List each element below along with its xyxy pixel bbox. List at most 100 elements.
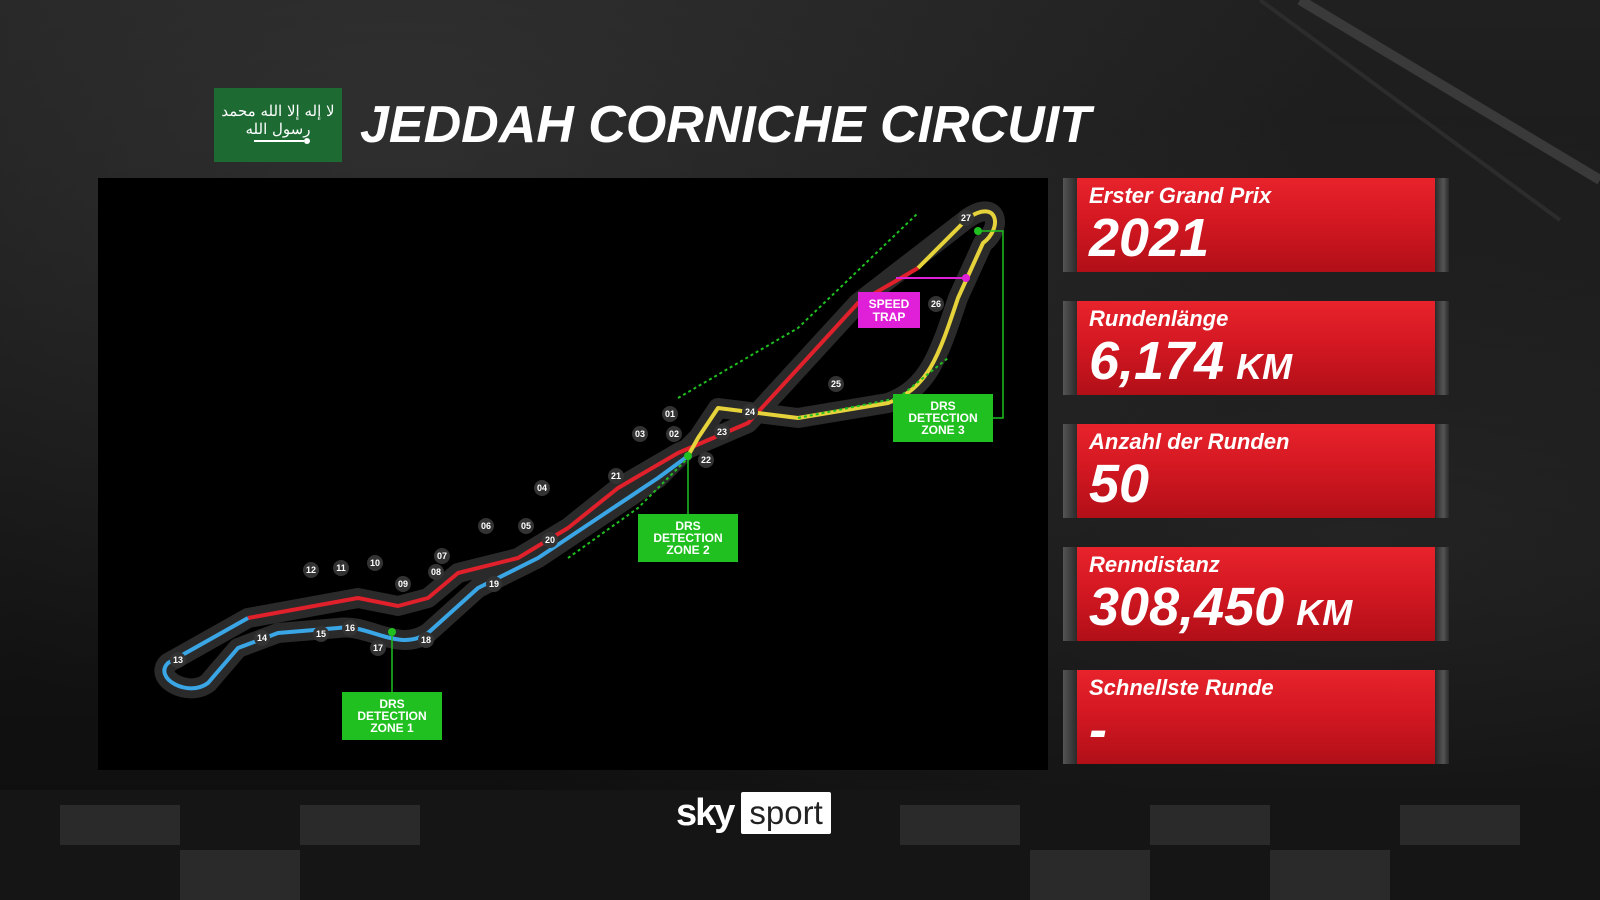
stat-label: Schnellste Runde: [1089, 675, 1274, 700]
logo-sky-text: sky: [676, 791, 735, 834]
turn-03: 03: [632, 426, 648, 442]
turn-13: 13: [170, 652, 186, 668]
svg-text:16: 16: [345, 623, 355, 633]
svg-text:DRS: DRS: [675, 519, 700, 533]
turn-07: 07: [434, 548, 450, 564]
stat-card-lap-length: Rundenlänge 6,174 KM: [1063, 301, 1449, 395]
circuit-map: 01 02 03 04 05 06 07 08 09 10 11 12 13 1…: [154, 201, 1005, 740]
drs-detection-zone-1-label: DRS DETECTION ZONE 1: [342, 692, 442, 740]
turn-01: 01: [662, 406, 678, 422]
svg-text:27: 27: [961, 213, 971, 223]
stat-value: 308,450 KM: [1089, 577, 1353, 637]
drs-zone-straight: [677, 212, 919, 399]
svg-text:ZONE 2: ZONE 2: [666, 543, 710, 557]
svg-text:26: 26: [931, 299, 941, 309]
turn-09: 09: [395, 576, 411, 592]
svg-text:TRAP: TRAP: [873, 310, 906, 324]
svg-text:22: 22: [701, 455, 711, 465]
turn-23: 23: [714, 424, 730, 440]
flag-shahada-text: لا إله إلا الله محمد رسول الله: [221, 102, 335, 138]
svg-text:15: 15: [316, 629, 326, 639]
svg-text:12: 12: [306, 565, 316, 575]
stat-unit: KM: [1236, 346, 1293, 387]
turn-02: 02: [666, 426, 682, 442]
turn-25: 25: [828, 376, 844, 392]
page-title: JEDDAH CORNICHE CIRCUIT: [360, 96, 1091, 154]
drs-detection-zone-2-label: DRS DETECTION ZONE 2: [638, 514, 738, 562]
stat-label: Renndistanz: [1089, 552, 1220, 577]
turn-26: 26: [928, 296, 944, 312]
circuit-map-panel: 01 02 03 04 05 06 07 08 09 10 11 12 13 1…: [98, 178, 1048, 770]
turn-15: 15: [313, 626, 329, 642]
svg-text:13: 13: [173, 655, 183, 665]
stat-label: Rundenlänge: [1089, 306, 1229, 331]
svg-text:18: 18: [421, 635, 431, 645]
track-outline: [154, 201, 1005, 699]
stat-value: 2021: [1089, 208, 1210, 268]
svg-text:DETECTION: DETECTION: [357, 709, 426, 723]
turn-21: 21: [608, 468, 624, 484]
sector-3-line: [686, 209, 997, 457]
stat-card-first-grand-prix: Erster Grand Prix 2021: [1063, 178, 1449, 272]
turn-14: 14: [254, 630, 270, 646]
stat-card-number-of-laps: Anzahl der Runden 50: [1063, 424, 1449, 518]
svg-text:SPEED: SPEED: [869, 297, 910, 311]
svg-text:25: 25: [831, 379, 841, 389]
svg-text:09: 09: [398, 579, 408, 589]
stat-value: 50: [1089, 454, 1150, 514]
svg-text:DETECTION: DETECTION: [653, 531, 722, 545]
turn-06: 06: [478, 518, 494, 534]
svg-text:DRS: DRS: [930, 399, 955, 413]
svg-text:14: 14: [257, 633, 267, 643]
svg-text:DRS: DRS: [379, 697, 404, 711]
svg-text:08: 08: [431, 567, 441, 577]
svg-text:03: 03: [635, 429, 645, 439]
turn-20: 20: [542, 532, 558, 548]
turn-10: 10: [367, 555, 383, 571]
turn-12: 12: [303, 562, 319, 578]
svg-text:01: 01: [665, 409, 675, 419]
flag-sword: [254, 138, 310, 144]
header: لا إله إلا الله محمد رسول الله JEDDAH CO…: [214, 88, 1091, 162]
svg-text:07: 07: [437, 551, 447, 561]
svg-text:23: 23: [717, 427, 727, 437]
turn-markers: 01 02 03 04 05 06 07 08 09 10 11 12 13 1…: [170, 210, 974, 668]
turn-05: 05: [518, 518, 534, 534]
stat-label: Anzahl der Runden: [1089, 429, 1290, 454]
turn-22: 22: [698, 452, 714, 468]
turn-19: 19: [486, 576, 502, 592]
svg-text:24: 24: [745, 407, 755, 417]
drs-detection-zone-3-label: DRS DETECTION ZONE 3: [893, 394, 993, 442]
svg-text:ZONE 3: ZONE 3: [921, 423, 965, 437]
turn-27: 27: [958, 210, 974, 226]
logo-sport-text: sport: [741, 792, 831, 834]
turn-18: 18: [418, 632, 434, 648]
turn-17: 17: [370, 640, 386, 656]
sky-sport-logo: sky sport: [676, 792, 831, 834]
stat-value: 6,174 KM: [1089, 331, 1293, 391]
svg-text:10: 10: [370, 558, 380, 568]
speed-trap-label: SPEED TRAP: [858, 292, 920, 328]
stat-card-race-distance: Renndistanz 308,450 KM: [1063, 547, 1449, 641]
svg-text:17: 17: [373, 643, 383, 653]
turn-11: 11: [333, 560, 349, 576]
stat-value: -: [1089, 700, 1107, 760]
svg-text:21: 21: [611, 471, 621, 481]
drs-zone-lower: [567, 457, 689, 559]
turn-24: 24: [742, 404, 758, 420]
svg-text:02: 02: [669, 429, 679, 439]
svg-text:06: 06: [481, 521, 491, 531]
turn-08: 08: [428, 564, 444, 580]
stat-card-fastest-lap: Schnellste Runde -: [1063, 670, 1449, 764]
svg-text:ZONE 1: ZONE 1: [370, 721, 414, 735]
svg-text:DETECTION: DETECTION: [908, 411, 977, 425]
svg-text:20: 20: [545, 535, 555, 545]
drs-zone-return: [797, 357, 949, 419]
svg-text:04: 04: [537, 483, 547, 493]
svg-text:05: 05: [521, 521, 531, 531]
svg-text:11: 11: [336, 563, 346, 573]
stat-label: Erster Grand Prix: [1089, 183, 1272, 208]
turn-16: 16: [342, 620, 358, 636]
saudi-arabia-flag-icon: لا إله إلا الله محمد رسول الله: [214, 88, 342, 162]
turn-04: 04: [534, 480, 550, 496]
